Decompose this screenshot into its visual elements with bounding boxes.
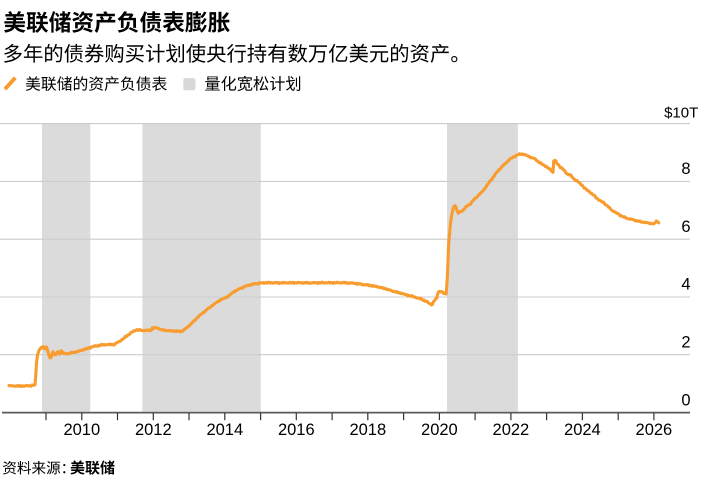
svg-text:2018: 2018 bbox=[349, 421, 386, 439]
svg-text:2012: 2012 bbox=[135, 421, 172, 439]
svg-text:2020: 2020 bbox=[421, 421, 458, 439]
svg-text:2022: 2022 bbox=[493, 421, 530, 439]
svg-text:2024: 2024 bbox=[564, 421, 601, 439]
svg-text:2026: 2026 bbox=[636, 421, 673, 439]
svg-text:2014: 2014 bbox=[206, 421, 243, 439]
svg-text:0: 0 bbox=[681, 391, 690, 409]
svg-text:2016: 2016 bbox=[278, 421, 315, 439]
svg-text:2010: 2010 bbox=[63, 421, 100, 439]
svg-text:6: 6 bbox=[681, 218, 690, 236]
svg-text:4: 4 bbox=[681, 276, 690, 294]
svg-text:8: 8 bbox=[681, 160, 690, 178]
svg-text:2: 2 bbox=[681, 334, 690, 352]
svg-text:$10T: $10T bbox=[664, 105, 698, 122]
